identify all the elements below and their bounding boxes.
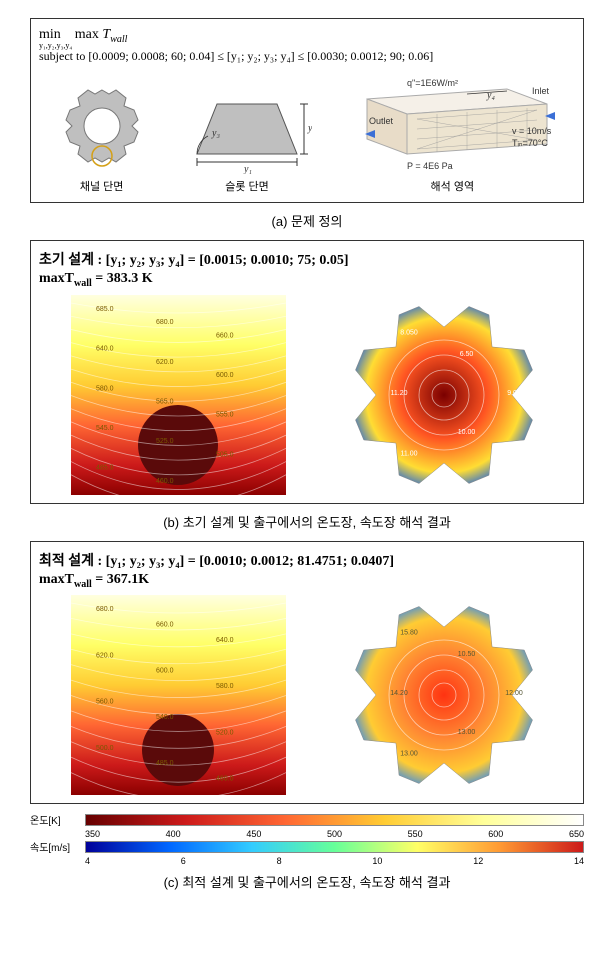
y3-label: y₃	[211, 128, 220, 139]
svg-text:580.0: 580.0	[96, 385, 114, 392]
panel-c-header: 최적 설계 : [y₁; y₂; y₃; y₄] = [0.0010; 0.00…	[39, 550, 575, 570]
svg-text:680.0: 680.0	[96, 606, 114, 613]
slot-cross-section: y₁ y₂ y₃ 슬롯 단면	[182, 84, 312, 194]
svg-text:8.050: 8.050	[400, 329, 418, 336]
svg-text:600.0: 600.0	[216, 372, 234, 379]
svg-text:500.0: 500.0	[96, 745, 114, 752]
wall-sub-c: wall	[74, 578, 92, 589]
t-sub: wall	[110, 34, 127, 45]
inlet-label: Inlet	[532, 86, 550, 96]
svg-text:555.0: 555.0	[216, 411, 234, 418]
gear-outline-icon	[57, 84, 147, 174]
temp-cb-label: 온도[K]	[30, 812, 85, 827]
p-label: P = 4E6 Pa	[407, 161, 453, 171]
caption-a: (a) 문제 정의	[10, 211, 604, 230]
panel-a: min y₁,y₂,y₃,y₄ max Twall subject to [0.…	[30, 18, 584, 203]
svg-text:560.0: 560.0	[96, 699, 114, 706]
temp-cb-ticks: 350400450500550600650	[30, 829, 584, 839]
svg-text:9.00: 9.00	[507, 390, 521, 397]
channel-cross-section: 채널 단면	[57, 84, 147, 194]
svg-text:620.0: 620.0	[156, 358, 174, 365]
constraint-text: subject to [0.0009; 0.0008; 60; 0.04] ≤ …	[39, 49, 575, 64]
diagrams-row: 채널 단면 y₁ y₂ y₃ 슬롯 단면	[39, 74, 575, 194]
vel-cb-label: 속도[m/s]	[30, 839, 85, 854]
svg-text:13.00: 13.00	[400, 751, 418, 758]
viz-row-c: 680.0 660.0 640.0 620.0 600.0 580.0 560.0 540.0…	[39, 595, 575, 795]
tin-label: Tᵢₙ=70°C	[512, 138, 548, 148]
colorbars: 온도[K] 350400450500550600650 속도[m/s] 4681…	[30, 812, 584, 866]
maxT-val-b: = 383.3 K	[92, 271, 153, 286]
min-sub: y₁,y₂,y₃,y₄	[39, 41, 72, 50]
panel-b-sub: maxTwall = 383.3 K	[39, 271, 575, 289]
svg-text:640.0: 640.0	[216, 637, 234, 644]
svg-text:540.0: 540.0	[156, 714, 174, 721]
svg-text:485.0: 485.0	[156, 761, 174, 768]
svg-text:11.00: 11.00	[400, 450, 417, 457]
temp-cb-gradient	[85, 814, 584, 826]
svg-text:525.0: 525.0	[156, 438, 174, 445]
min-text: min	[39, 27, 61, 42]
svg-text:520.0: 520.0	[216, 730, 234, 737]
diag2-label: 슬롯 단면	[182, 178, 312, 194]
temp-colorbar: 온도[K]	[30, 812, 584, 827]
svg-text:640.0: 640.0	[96, 345, 114, 352]
velocity-field-gear-b: 6.50 9.00 10.00 11.00 11.20 8.050	[329, 295, 559, 495]
maxT-val-c: = 367.1K	[92, 572, 149, 587]
maxT-prefix-b: maxT	[39, 271, 74, 286]
svg-text:485.0: 485.0	[96, 464, 114, 471]
svg-text:15.80: 15.80	[400, 630, 418, 637]
svg-text:460.0: 460.0	[156, 477, 174, 484]
vel-cb-gradient	[85, 841, 584, 853]
svg-text:10.50: 10.50	[457, 651, 475, 658]
svg-text:680.0: 680.0	[156, 319, 174, 326]
y1-label: y₁	[243, 164, 252, 174]
trapezoid-icon: y₁ y₂ y₃	[182, 84, 312, 174]
vel-colorbar: 속도[m/s]	[30, 839, 584, 854]
diag1-label: 채널 단면	[57, 178, 147, 194]
svg-text:600.0: 600.0	[156, 668, 174, 675]
svg-text:6.50: 6.50	[459, 351, 473, 358]
max-text: max	[75, 27, 99, 42]
temperature-field-b: 685.0 680.0 660.0 640.0 620.0 600.0 580.0 565.0…	[56, 295, 286, 495]
svg-text:460.0: 460.0	[216, 776, 234, 783]
svg-text:580.0: 580.0	[216, 683, 234, 690]
wall-sub-b: wall	[74, 278, 92, 289]
y2-label: y₂	[307, 123, 312, 134]
svg-text:565.0: 565.0	[156, 398, 174, 405]
v-label: v = 10m/s	[512, 126, 552, 136]
q-label: q"=1E6W/m²	[407, 78, 458, 88]
svg-text:660.0: 660.0	[216, 332, 234, 339]
maxT-prefix-c: maxT	[39, 572, 74, 587]
panel-c-sub: maxTwall = 367.1K	[39, 572, 575, 590]
panel-c: 최적 설계 : [y₁; y₂; y₃; y₄] = [0.0010; 0.00…	[30, 541, 584, 805]
diag3-label: 해석 영역	[347, 178, 557, 194]
temperature-field-c: 680.0 660.0 640.0 620.0 600.0 580.0 560.0 540.0…	[56, 595, 286, 795]
velocity-field-gear-c: 10.50 12.00 13.00 13.00 14.20 15.80	[329, 595, 559, 795]
vel-cb-ticks: 468101214	[30, 856, 584, 866]
svg-text:505.0: 505.0	[216, 451, 234, 458]
svg-text:545.0: 545.0	[96, 425, 114, 432]
caption-c: (c) 최적 설계 및 출구에서의 온도장, 속도장 해석 결과	[10, 872, 604, 891]
svg-text:12.00: 12.00	[505, 690, 523, 697]
svg-text:660.0: 660.0	[156, 622, 174, 629]
svg-text:10.00: 10.00	[457, 429, 475, 436]
svg-text:685.0: 685.0	[96, 306, 114, 313]
svg-text:13.00: 13.00	[457, 729, 475, 736]
analysis-domain: q"=1E6W/m² y₄ Inlet Outlet v = 10m/s Tᵢₙ…	[347, 74, 557, 194]
objective-formula: min y₁,y₂,y₃,y₄ max Twall	[39, 27, 575, 45]
panel-b-header: 초기 설계 : [y₁; y₂; y₃; y₄] = [0.0015; 0.00…	[39, 249, 575, 269]
domain-3d-icon: q"=1E6W/m² y₄ Inlet Outlet v = 10m/s Tᵢₙ…	[347, 74, 557, 174]
svg-text:620.0: 620.0	[96, 653, 114, 660]
panel-b: 초기 설계 : [y₁; y₂; y₃; y₄] = [0.0015; 0.00…	[30, 240, 584, 504]
svg-text:14.20: 14.20	[390, 690, 408, 697]
outlet-label: Outlet	[369, 116, 394, 126]
viz-row-b: 685.0 680.0 660.0 640.0 620.0 600.0 580.0 565.0…	[39, 295, 575, 495]
caption-b: (b) 초기 설계 및 출구에서의 온도장, 속도장 해석 결과	[10, 512, 604, 531]
svg-text:11.20: 11.20	[390, 390, 407, 397]
